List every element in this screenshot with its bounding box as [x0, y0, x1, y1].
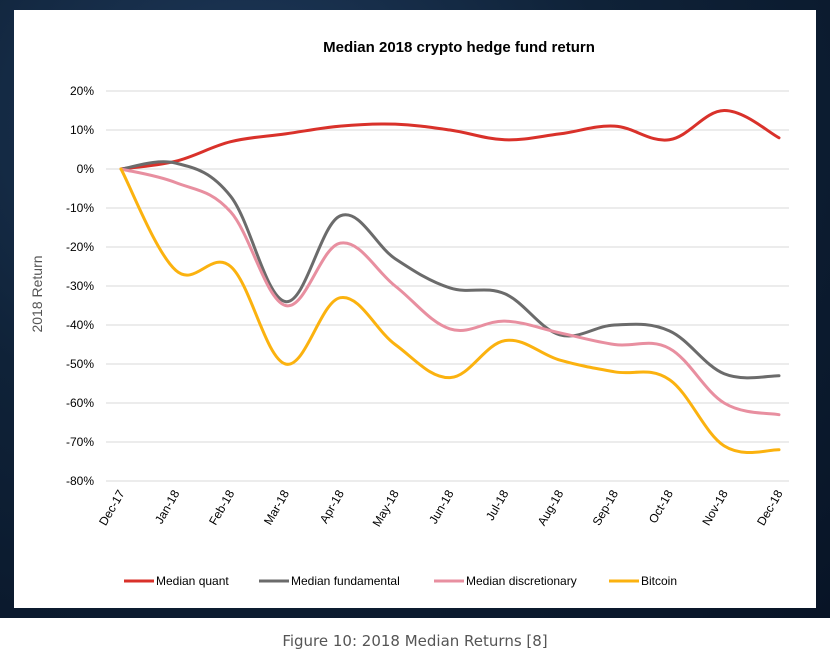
legend-label: Bitcoin — [641, 574, 677, 588]
y-tick-label: 10% — [70, 123, 94, 137]
chart-title: Median 2018 crypto hedge fund return — [323, 39, 595, 56]
x-tick-label: Nov-18 — [699, 487, 731, 528]
y-tick-label: 20% — [70, 84, 94, 98]
y-tick-label: -80% — [66, 474, 94, 488]
series-line-bitcoin — [119, 167, 781, 455]
y-tick-label: -50% — [66, 357, 94, 371]
series-line-median-quant — [119, 108, 781, 171]
x-tick-label: Aug-18 — [535, 487, 567, 528]
y-tick-label: -20% — [66, 240, 94, 254]
x-tick-label: Jan-18 — [152, 487, 183, 526]
x-tick-label: Oct-18 — [646, 487, 676, 525]
legend-label: Median quant — [156, 574, 229, 588]
y-tick-label: 0% — [77, 162, 95, 176]
x-tick-label: Dec-18 — [754, 487, 786, 528]
series-line-median-discretionary — [119, 167, 781, 417]
x-tick-label: Apr-18 — [317, 487, 347, 525]
legend-label: Median fundamental — [291, 574, 400, 588]
y-axis-label: 2018 Return — [29, 255, 45, 332]
legend-label: Median discretionary — [466, 574, 577, 588]
x-tick-label: Jun-18 — [426, 487, 457, 526]
x-tick-label: Jul-18 — [483, 487, 512, 523]
x-tick-label: Feb-18 — [206, 487, 237, 527]
y-tick-label: -10% — [66, 201, 94, 215]
y-tick-label: -40% — [66, 318, 94, 332]
x-tick-label: Dec-17 — [96, 487, 128, 528]
x-tick-labels: Dec-17 Jan-18 Feb-18 Mar-18 Apr-18 May-18 Jun-… — [96, 487, 786, 529]
y-tick-label: -30% — [66, 279, 94, 293]
series-line-median-fundamental — [119, 160, 781, 380]
x-tick-label: Mar-18 — [261, 487, 292, 527]
y-tick-label: -60% — [66, 396, 94, 410]
x-tick-label: Sep-18 — [590, 487, 622, 528]
series-lines — [119, 108, 781, 455]
y-tick-label: -70% — [66, 435, 94, 449]
legend: Median quant Median fundamental Median dis… — [124, 574, 677, 588]
chart-panel: Median 2018 crypto hedge fund return 201… — [14, 10, 816, 608]
line-chart: Median 2018 crypto hedge fund return 201… — [29, 39, 789, 588]
y-tick-labels: 20% 10% 0% -10% -20% -30% -40% -50% -60% -70% -80% — [66, 84, 94, 488]
x-tick-label: May-18 — [370, 487, 402, 529]
figure-caption: Figure 10: 2018 Median Returns [8] — [282, 632, 548, 650]
